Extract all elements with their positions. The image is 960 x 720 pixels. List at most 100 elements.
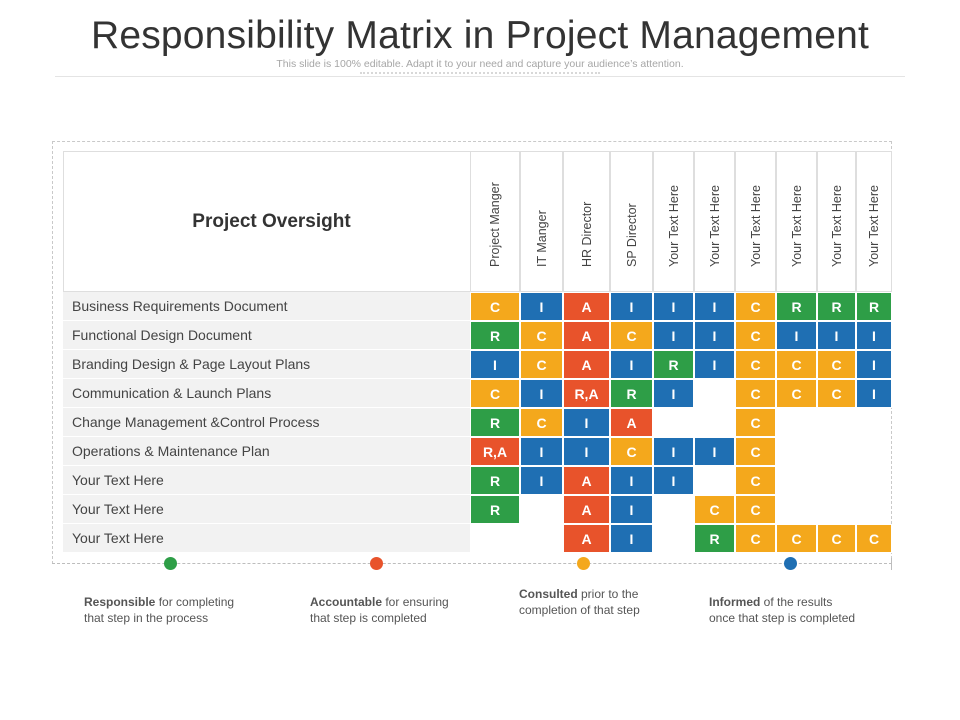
column-header-label: Your Text Here bbox=[748, 185, 763, 267]
matrix-cell: I bbox=[610, 466, 653, 495]
legend-term: Consulted bbox=[519, 587, 578, 601]
matrix-cell: I bbox=[610, 350, 653, 379]
matrix-cell: I bbox=[694, 437, 735, 466]
frame-corner-tick bbox=[891, 558, 892, 570]
row-label: Operations & Maintenance Plan bbox=[63, 437, 470, 466]
matrix-cell: C bbox=[470, 379, 520, 408]
matrix-cell: A bbox=[610, 408, 653, 437]
matrix-cell: I bbox=[563, 437, 610, 466]
column-header: Your Text Here bbox=[817, 151, 856, 292]
matrix-cell: C bbox=[735, 524, 776, 553]
legend-baseline bbox=[52, 563, 892, 564]
matrix-cell: C bbox=[470, 292, 520, 321]
legend-consulted: Consulted prior to the completion of tha… bbox=[519, 587, 640, 617]
matrix-cell: A bbox=[563, 292, 610, 321]
column-header-label: IT Manger bbox=[534, 210, 549, 267]
matrix-cell: I bbox=[694, 350, 735, 379]
matrix-cell: R bbox=[776, 292, 817, 321]
matrix-cell: I bbox=[653, 321, 694, 350]
matrix-cell: R bbox=[694, 524, 735, 553]
row-label: Your Text Here bbox=[63, 524, 470, 553]
slide-title: Responsibility Matrix in Project Managem… bbox=[90, 14, 870, 57]
matrix-cell: C bbox=[735, 321, 776, 350]
matrix-cell: C bbox=[735, 466, 776, 495]
title-divider-dots bbox=[360, 72, 600, 74]
legend-informed: Informed of the results once that step i… bbox=[709, 595, 856, 625]
column-header-label: SP Director bbox=[624, 203, 639, 267]
matrix-cell: I bbox=[817, 321, 856, 350]
matrix-cell: C bbox=[817, 524, 856, 553]
slide-subtitle: This slide is 100% editable. Adapt it to… bbox=[276, 58, 684, 70]
matrix-cell: I bbox=[653, 437, 694, 466]
matrix-cell: I bbox=[563, 408, 610, 437]
matrix-cell: R,A bbox=[470, 437, 520, 466]
matrix-cell: I bbox=[856, 379, 892, 408]
title-divider bbox=[55, 76, 905, 77]
matrix-cell: C bbox=[735, 437, 776, 466]
matrix-cell: A bbox=[563, 495, 610, 524]
column-header: Your Text Here bbox=[735, 151, 776, 292]
matrix-cell: C bbox=[817, 350, 856, 379]
matrix-cell: C bbox=[520, 350, 563, 379]
matrix-cell: I bbox=[520, 466, 563, 495]
matrix-cell: A bbox=[563, 350, 610, 379]
row-label: Your Text Here bbox=[63, 495, 470, 524]
legend-dot-consulted bbox=[577, 557, 590, 570]
column-header: Your Text Here bbox=[653, 151, 694, 292]
matrix-cell: I bbox=[520, 379, 563, 408]
matrix-cell: C bbox=[735, 495, 776, 524]
matrix-cell: C bbox=[694, 495, 735, 524]
matrix-cell: R bbox=[653, 350, 694, 379]
matrix-cell: I bbox=[520, 292, 563, 321]
legend-term: Accountable bbox=[310, 595, 383, 609]
legend-dot-responsible bbox=[164, 557, 177, 570]
row-label: Your Text Here bbox=[63, 466, 470, 495]
column-header: SP Director bbox=[610, 151, 653, 292]
matrix-cell: I bbox=[694, 321, 735, 350]
matrix-cell: C bbox=[735, 350, 776, 379]
legend-responsible: Responsible for completing that step in … bbox=[84, 595, 235, 625]
matrix-cell: C bbox=[856, 524, 892, 553]
matrix-cell: C bbox=[776, 350, 817, 379]
matrix-cell: C bbox=[776, 379, 817, 408]
matrix-cell: R bbox=[817, 292, 856, 321]
matrix-cell: C bbox=[735, 408, 776, 437]
matrix-cell: C bbox=[735, 292, 776, 321]
column-header-label: Project Manger bbox=[488, 182, 502, 267]
legend-dot-informed bbox=[784, 557, 797, 570]
column-header-label: HR Director bbox=[579, 201, 594, 267]
matrix-cell: A bbox=[563, 466, 610, 495]
matrix-cell: I bbox=[520, 437, 563, 466]
column-header-label: Your Text Here bbox=[707, 185, 722, 267]
matrix-cell: I bbox=[856, 321, 892, 350]
matrix-header-title: Project Oversight bbox=[192, 210, 351, 232]
matrix-cell: R bbox=[856, 292, 892, 321]
column-header: Your Text Here bbox=[694, 151, 735, 292]
matrix-cell: A bbox=[563, 321, 610, 350]
legend-term: Informed bbox=[709, 595, 761, 609]
matrix-header: Project Oversight bbox=[63, 151, 480, 292]
matrix-cell: I bbox=[610, 524, 653, 553]
matrix-cell: R bbox=[470, 495, 520, 524]
column-header: Project Manger bbox=[470, 151, 520, 292]
row-label: Change Management &Control Process bbox=[63, 408, 470, 437]
matrix-cell: I bbox=[653, 292, 694, 321]
matrix-cell: I bbox=[610, 292, 653, 321]
matrix-cell: R bbox=[470, 321, 520, 350]
matrix-cell: I bbox=[694, 292, 735, 321]
matrix-cell: C bbox=[610, 321, 653, 350]
matrix-cell: R,A bbox=[563, 379, 610, 408]
column-header-label: Your Text Here bbox=[829, 185, 844, 267]
matrix-cell: I bbox=[610, 495, 653, 524]
matrix-cell: I bbox=[856, 350, 892, 379]
matrix-cell: I bbox=[470, 350, 520, 379]
matrix-cell: A bbox=[563, 524, 610, 553]
matrix-cell: C bbox=[520, 408, 563, 437]
legend-term: Responsible bbox=[84, 595, 156, 609]
matrix-cell: C bbox=[817, 379, 856, 408]
matrix-cell: R bbox=[470, 408, 520, 437]
matrix-cell: C bbox=[776, 524, 817, 553]
legend-accountable: Accountable for ensuring that step is co… bbox=[310, 595, 449, 625]
matrix-cell: I bbox=[776, 321, 817, 350]
legend-dot-accountable bbox=[370, 557, 383, 570]
